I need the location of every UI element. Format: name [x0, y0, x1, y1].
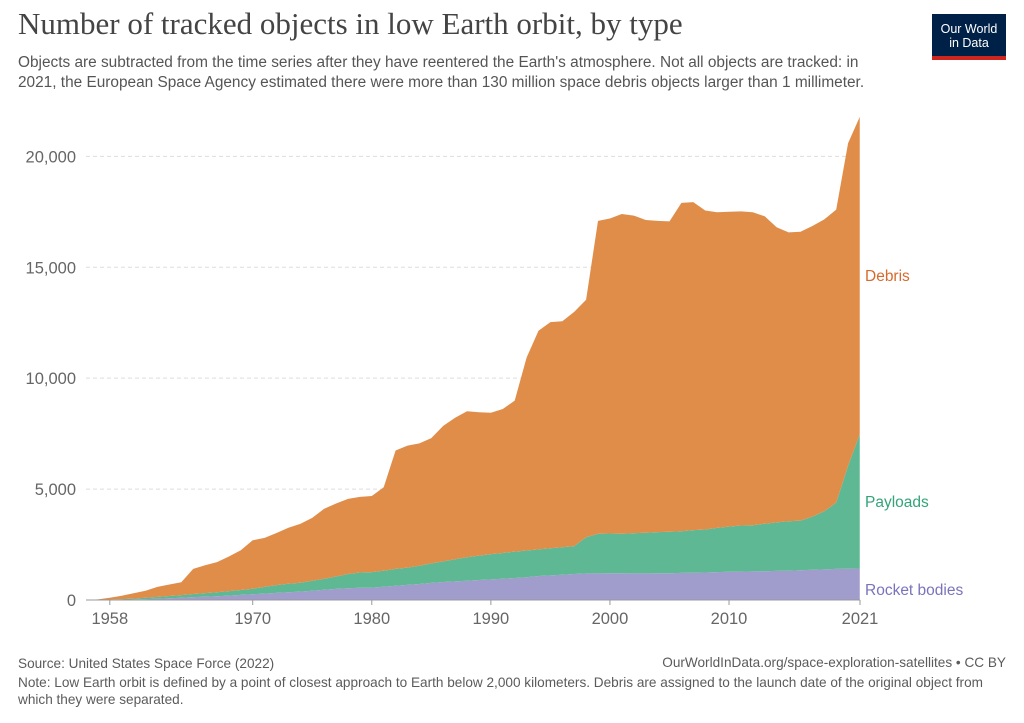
logo-line-2: in Data	[949, 36, 989, 50]
chart-subtitle: Objects are subtracted from the time ser…	[18, 54, 865, 91]
x-tick-label: 1970	[234, 610, 271, 628]
chart-title: Number of tracked objects in low Earth o…	[18, 6, 683, 41]
x-tick-label: 2010	[711, 610, 748, 628]
y-tick-label: 10,000	[26, 370, 76, 388]
y-tick-label: 20,000	[26, 148, 76, 166]
y-tick-label: 0	[67, 592, 76, 610]
x-tick-label: 1958	[91, 610, 128, 628]
source-note: Source: United States Space Force (2022)	[18, 656, 275, 671]
series-label-rocket-bodies: Rocket bodies	[865, 582, 963, 599]
owid-logo[interactable]: Our World in Data	[932, 14, 1006, 60]
series-labels: Rocket bodies Payloads Debris	[865, 268, 963, 599]
payloads-area[interactable]	[86, 433, 860, 600]
y-tick-label: 5,000	[35, 481, 76, 499]
x-tick-label: 1990	[473, 610, 510, 628]
series-label-payloads: Payloads	[865, 494, 929, 511]
logo-line-1: Our World	[940, 22, 998, 36]
footnote: Note: Low Earth orbit is defined by a po…	[18, 675, 983, 707]
x-tick-label: 2000	[592, 610, 629, 628]
rocket-bodies-area[interactable]	[86, 568, 860, 601]
debris-area[interactable]	[86, 116, 860, 601]
x-tick-label: 2021	[842, 610, 879, 628]
y-tick-label: 15,000	[26, 259, 76, 277]
axes: 0 5,000 10,000 15,000 20,000 1958 1970 1980 1990…	[26, 116, 879, 628]
x-tick-label: 1980	[353, 610, 390, 628]
series-areas	[86, 116, 860, 601]
credit-link[interactable]: OurWorldInData.org/space-exploration-sat…	[662, 655, 1006, 670]
series-label-debris: Debris	[865, 268, 910, 285]
